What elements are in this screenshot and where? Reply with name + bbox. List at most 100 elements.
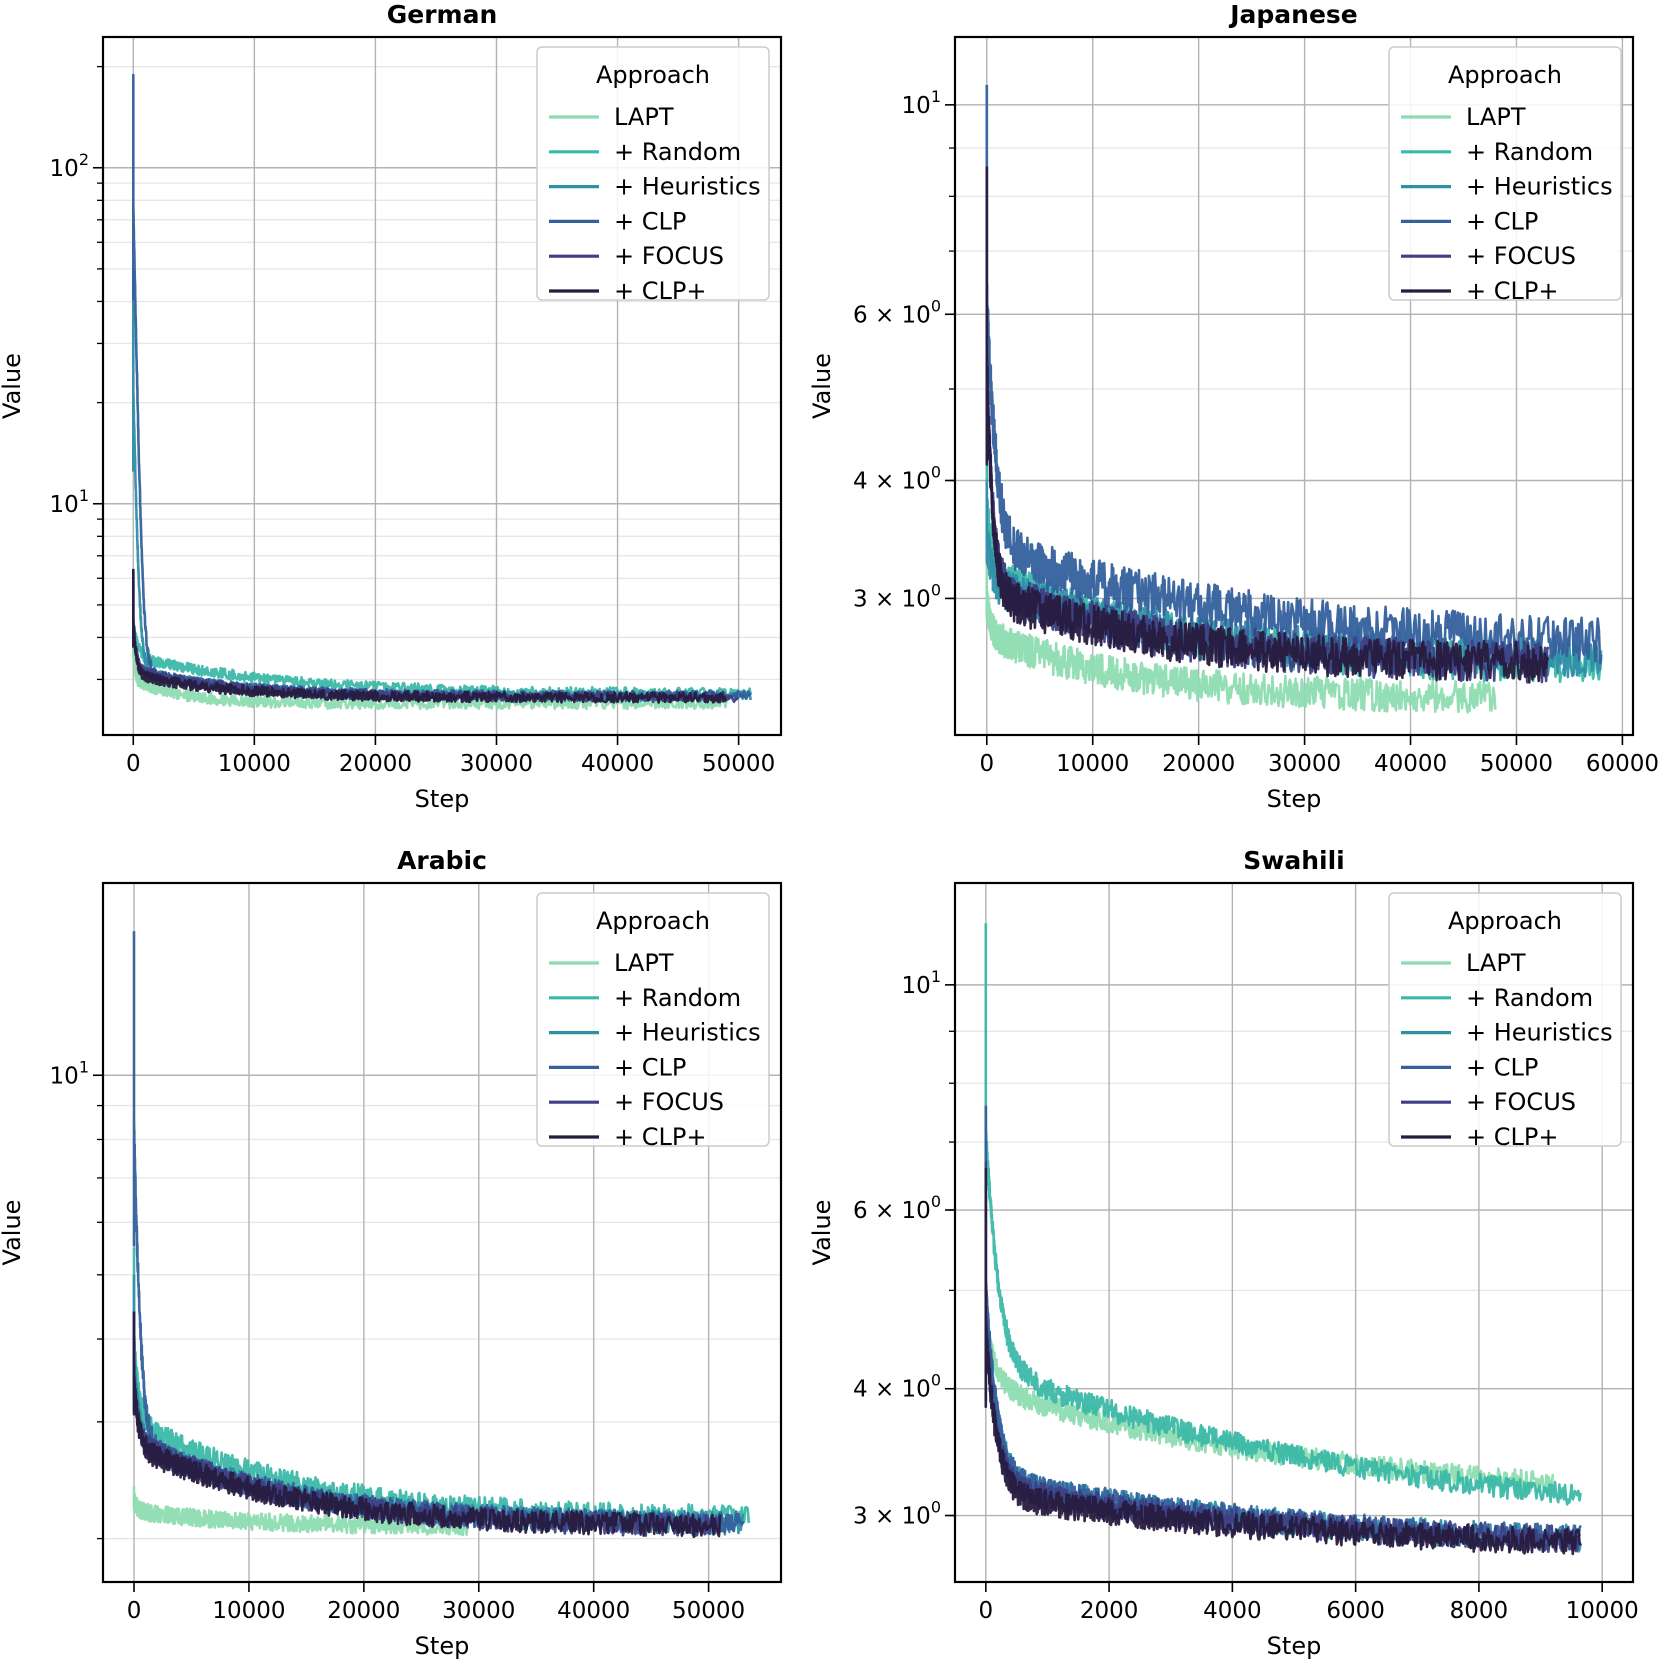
xtick-label: 0 [979,751,994,777]
xtick-label: 8000 [1450,1598,1509,1624]
xtick-label: 2000 [1080,1598,1139,1624]
series-line-heuristics [132,268,752,703]
axes-frame [953,881,1635,1584]
legend-box [536,46,770,301]
xtick-label: 40000 [1374,751,1447,777]
axes-frame [101,35,783,737]
xtick-label: 10000 [218,751,291,777]
ytick-base: 10 [50,1063,79,1089]
xtick-label: 50000 [1480,751,1553,777]
legend-label: + CLP [614,1053,686,1081]
ytick-label: 4 × 100 [853,1371,941,1403]
ytick-label: 3 × 100 [853,1498,941,1530]
ytick-base: 3 × 10 [853,1504,931,1530]
xtick-label: 60000 [1586,751,1659,777]
ytick-exponent: 1 [931,967,941,986]
ytick-label: 101 [50,486,89,518]
ytick-label: 6 × 100 [853,296,941,328]
ytick-base: 10 [902,973,931,999]
legend-label: + CLP+ [1466,1123,1558,1151]
xtick-label: 10000 [212,1598,285,1624]
ytick-base: 4 × 10 [853,468,931,494]
legend-label: + Heuristics [614,1019,761,1047]
ytick-exponent: 0 [931,580,941,599]
xtick-label: 20000 [339,751,412,777]
xtick-label: 30000 [460,751,533,777]
x-axis-label: Step [1267,785,1322,813]
legend-label: + Heuristics [1466,173,1613,201]
x-axis-label: Step [1267,1632,1322,1660]
series-lines [984,923,1582,1556]
legend-label: + Random [614,138,741,166]
legend-title: Approach [1448,61,1562,89]
legend-title: Approach [1448,907,1562,935]
legend-box [1388,46,1622,301]
series-line-clp-plus [985,166,1550,684]
legend: Approach LAPT + Random + Heuristics + CLP + F… [536,892,770,1151]
series-line-focus [984,1161,1581,1553]
series-line-clp-plus [984,1168,1582,1556]
ytick-exponent: 1 [931,87,941,106]
series-line-lapt [132,591,728,711]
series-line-focus [132,1311,721,1538]
series-line-lapt [132,1486,469,1537]
xtick-label: 50000 [702,751,775,777]
xtick-label: 10000 [1056,751,1129,777]
ytick-exponent: 0 [931,1498,941,1517]
ytick-label: 102 [50,150,89,182]
legend-label: + Random [614,984,741,1012]
ytick-label: 4 × 100 [853,462,941,494]
xtick-label: 40000 [557,1598,630,1624]
legend-label: LAPT [1466,949,1526,977]
xtick-label: 0 [978,1598,993,1624]
ytick-base: 3 × 10 [853,586,931,612]
ytick-base: 10 [902,93,931,119]
series-lines [132,931,751,1539]
xtick-label: 4000 [1203,1598,1262,1624]
xtick-label: 30000 [442,1598,515,1624]
axes-frame [101,881,783,1584]
xtick-label: 0 [127,1598,142,1624]
series-lines [132,74,752,711]
series-line-clp-plus [132,568,727,704]
legend-label: + FOCUS [1466,1088,1576,1116]
xtick-label: 10000 [1566,1598,1639,1624]
legend: Approach LAPT + Random + Heuristics + CLP + F… [536,46,770,305]
axes-frame [953,35,1635,737]
legend-label: + FOCUS [614,1088,724,1116]
ytick-base: 4 × 10 [853,1377,931,1403]
ytick-exponent: 1 [79,1057,89,1076]
ytick-exponent: 1 [79,486,89,505]
legend-label: + Random [1466,984,1593,1012]
legend-label: LAPT [614,949,674,977]
xtick-label: 0 [126,751,141,777]
xtick-label: 30000 [1268,751,1341,777]
legend-title: Approach [596,61,710,89]
ytick-base: 6 × 10 [853,302,931,328]
x-axis-label: Step [415,1632,470,1660]
ytick-label: 101 [902,87,941,119]
ytick-exponent: 0 [931,462,941,481]
legend: Approach LAPT + Random + Heuristics + CLP + F… [1388,46,1622,305]
series-line-clp [985,84,1603,665]
ytick-exponent: 0 [931,1192,941,1211]
xtick-label: 6000 [1326,1598,1385,1624]
chart-title: Arabic [397,846,487,875]
ytick-exponent: 0 [931,296,941,315]
xtick-label: 20000 [327,1598,400,1624]
ytick-base: 10 [50,492,79,518]
xtick-label: 50000 [672,1598,745,1624]
ytick-base: 6 × 10 [853,1198,931,1224]
y-axis-label: Value [808,1200,836,1266]
ytick-label: 3 × 100 [853,580,941,612]
legend-label: + CLP+ [614,277,706,305]
series-line-heuristics [132,1274,745,1536]
legend-label: + Heuristics [614,173,761,201]
legend-title: Approach [596,907,710,935]
ytick-exponent: 2 [79,150,89,169]
legend-label: + CLP [1466,207,1538,235]
